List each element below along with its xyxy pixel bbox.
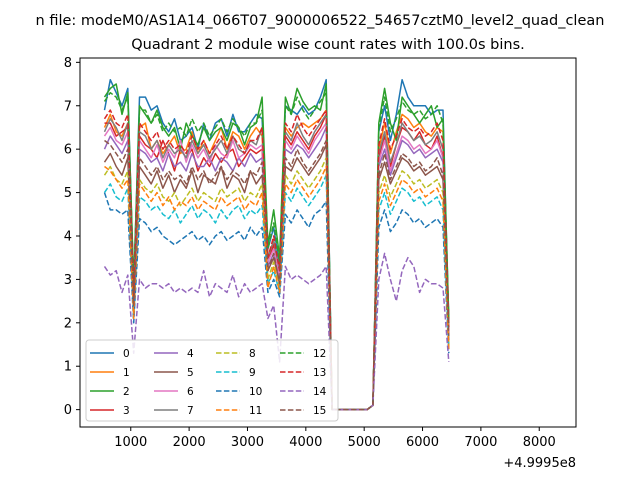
legend-label-1: 1 <box>123 367 130 379</box>
series-line-12 <box>103 91 450 411</box>
x-tick-label-5: 6000 <box>406 435 439 450</box>
series-line-8 <box>103 157 450 411</box>
y-tick-label-1: 1 <box>64 360 72 375</box>
y-tick-label-5: 5 <box>64 186 72 201</box>
legend-label-8: 8 <box>249 348 256 360</box>
series-layer <box>103 78 450 411</box>
legend-label-0: 0 <box>123 348 130 360</box>
x-tick-label-3: 4000 <box>289 435 322 450</box>
x-tick-label-1: 2000 <box>173 435 206 450</box>
series-line-13 <box>103 109 450 411</box>
chart-title: Quadrant 2 module wise count rates with … <box>131 37 525 53</box>
y-tick-label-8: 8 <box>64 56 72 71</box>
y-tick-label-7: 7 <box>64 99 72 114</box>
legend-label-13: 13 <box>313 367 326 379</box>
series-line-10 <box>103 192 450 411</box>
plot-area <box>79 57 577 428</box>
y-tick-label-4: 4 <box>64 229 72 244</box>
x-tick-label-2: 3000 <box>231 435 264 450</box>
legend-frame <box>85 339 339 422</box>
legend-label-10: 10 <box>249 386 262 398</box>
x-offset-label: +4.9995e8 <box>503 456 576 471</box>
legend-label-9: 9 <box>249 367 256 379</box>
series-line-2 <box>103 83 450 411</box>
series-line-14 <box>103 252 450 411</box>
legend-label-2: 2 <box>123 386 130 398</box>
x-axis: 1000 2000 3000 4000 5000 6000 7000 8000 <box>114 427 556 450</box>
legend-label-5: 5 <box>187 367 194 379</box>
series-line-11 <box>104 165 450 411</box>
legend-label-4: 4 <box>187 348 194 360</box>
figure-suptitle: n file: modeM0/AS1A14_066T07_9000006522_… <box>36 13 605 29</box>
series-line-6 <box>103 122 450 411</box>
x-tick-label-7: 8000 <box>523 435 556 450</box>
axes-frame <box>79 57 577 428</box>
series-line-15 <box>104 139 450 411</box>
y-tick-label-0: 0 <box>64 403 72 418</box>
legend-label-3: 3 <box>123 405 130 417</box>
legend-label-15: 15 <box>313 405 326 417</box>
legend-label-11: 11 <box>249 405 262 417</box>
y-tick-label-3: 3 <box>64 273 72 288</box>
y-axis: 0 1 2 3 4 5 6 7 8 <box>64 56 80 418</box>
x-tick-label-4: 5000 <box>348 435 381 450</box>
y-tick-label-2: 2 <box>64 316 72 331</box>
x-tick-label-0: 1000 <box>114 435 147 450</box>
legend-label-6: 6 <box>187 386 194 398</box>
legend-label-12: 12 <box>313 348 326 360</box>
y-tick-label-6: 6 <box>64 143 72 158</box>
legend-label-7: 7 <box>187 405 194 417</box>
x-tick-label-6: 7000 <box>464 435 497 450</box>
legend-label-14: 14 <box>313 386 327 398</box>
